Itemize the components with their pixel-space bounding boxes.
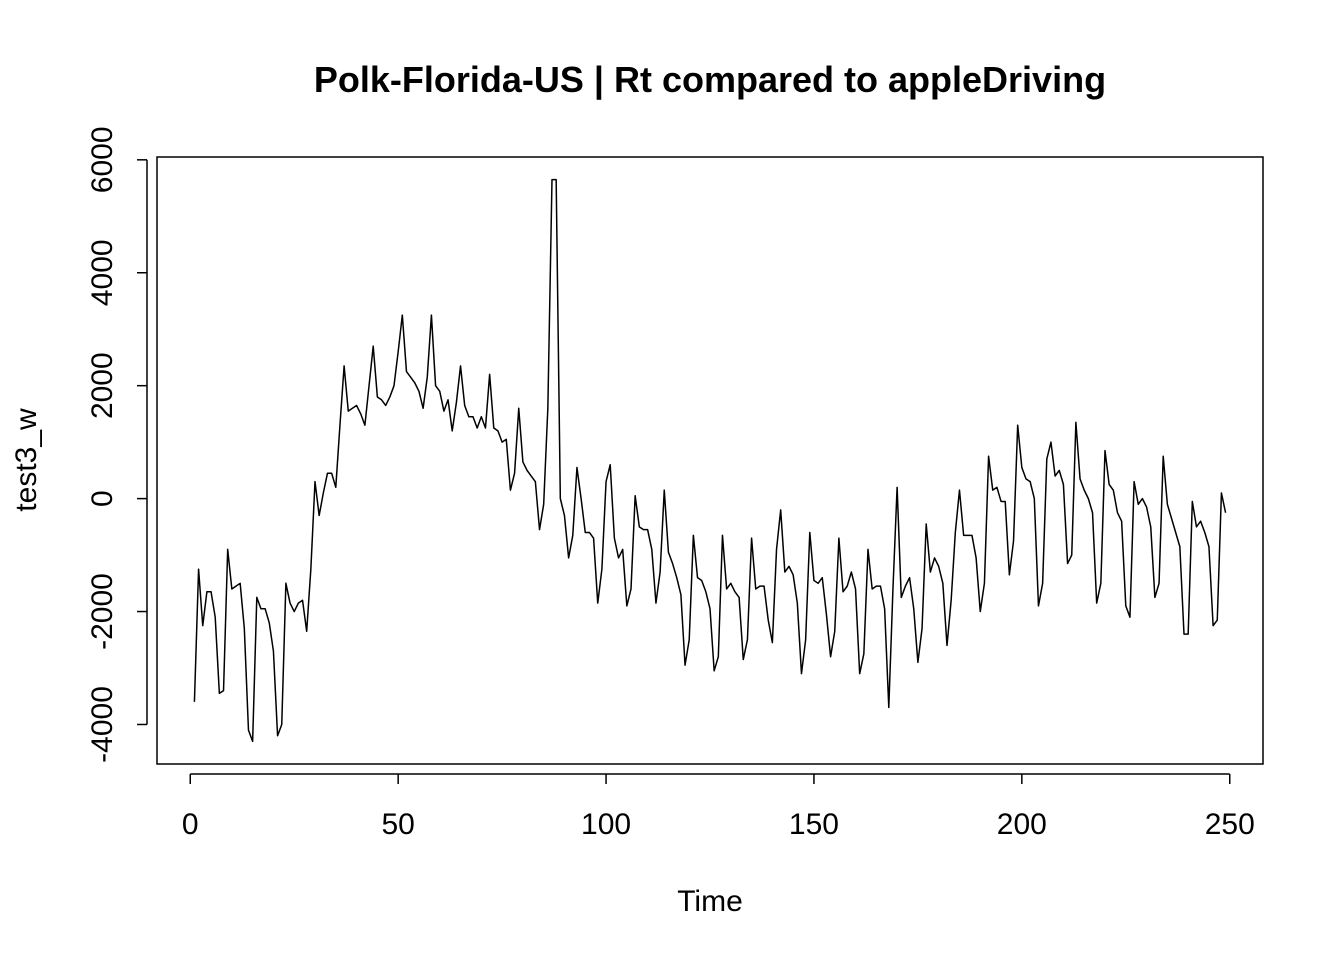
x-tick-label: 150 [789,808,839,841]
y-tick-label: -2000 [86,573,119,650]
x-tick-label: 100 [581,808,631,841]
series-line [193,178,1227,743]
x-tick-label: 200 [997,808,1047,841]
y-tick-label: 6000 [86,126,119,193]
y-tick-label: -4000 [86,686,119,763]
x-tick-label: 50 [381,808,414,841]
y-axis: -4000 -2000 0 2000 4000 6000 [86,126,148,763]
chart-title: Polk-Florida-US | Rt compared to appleDr… [314,59,1106,101]
y-axis-label: test3_w [10,408,43,512]
plot-frame [156,156,1264,765]
y-tick-label: 0 [86,490,119,507]
x-axis-label: Time [677,885,743,918]
x-tick-label: 250 [1205,808,1255,841]
y-tick-label: 4000 [86,239,119,306]
x-tick-label: 0 [182,808,199,841]
x-axis: 0 50 100 150 200 250 [182,773,1255,841]
y-tick-label: 2000 [86,352,119,419]
